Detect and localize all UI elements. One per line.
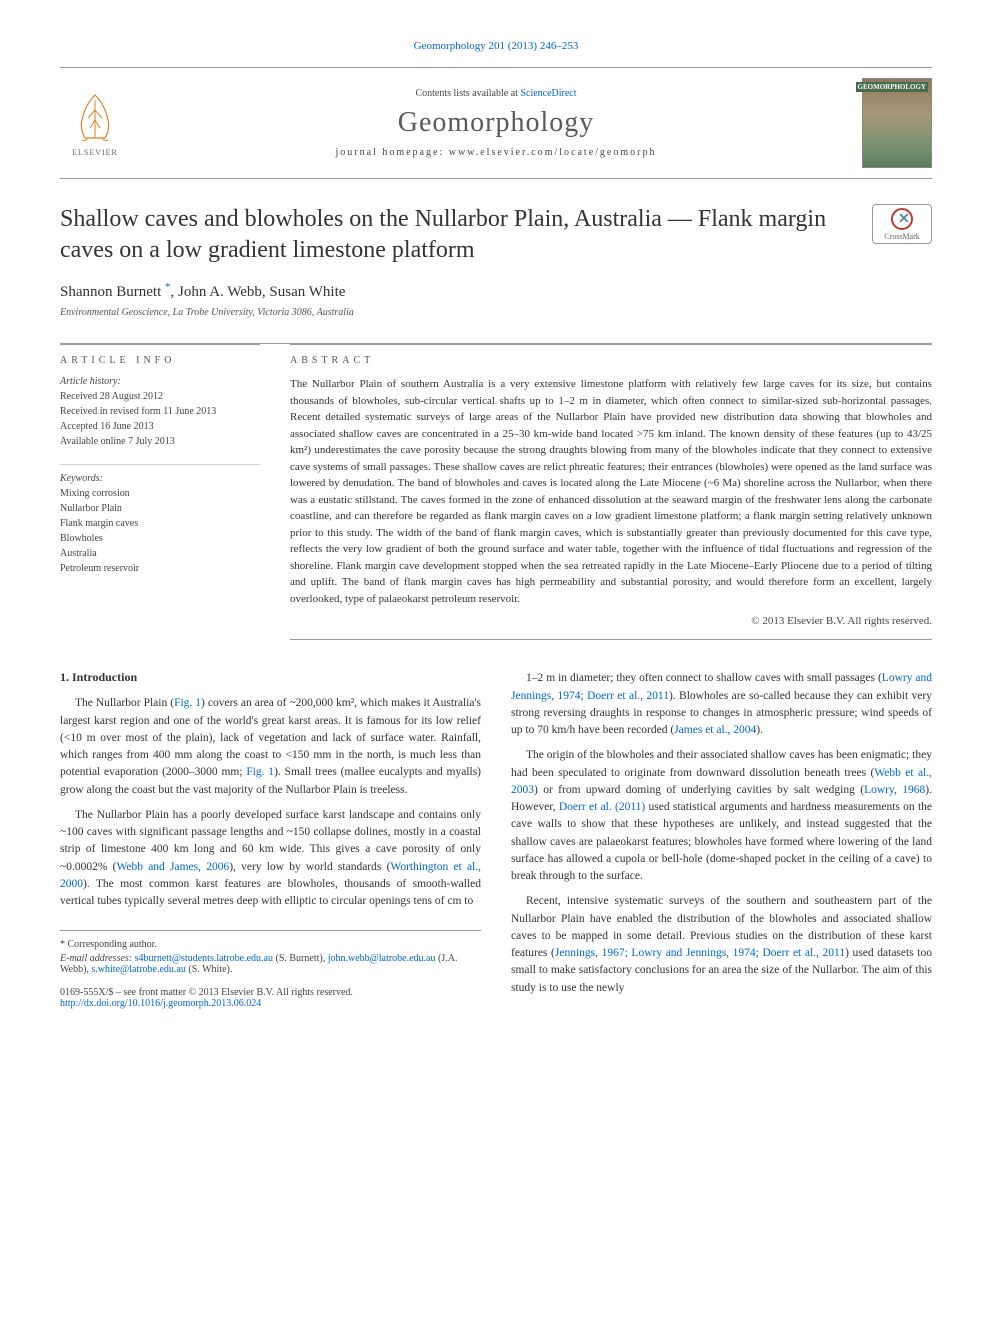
email-link[interactable]: s4burnett@students.latrobe.edu.au bbox=[135, 953, 273, 964]
email-link[interactable]: john.webb@latrobe.edu.au bbox=[328, 953, 436, 964]
keyword-item: Petroleum reservoir bbox=[60, 561, 260, 576]
author-1[interactable]: Shannon Burnett bbox=[60, 284, 165, 300]
footer-block: * Corresponding author. E-mail addresses… bbox=[60, 930, 481, 1009]
history-line: Available online 7 July 2013 bbox=[60, 434, 260, 449]
email-line: E-mail addresses: s4burnett@students.lat… bbox=[60, 953, 481, 975]
doi-link[interactable]: http://dx.doi.org/10.1016/j.geomorph.201… bbox=[60, 998, 261, 1009]
journal-name: Geomorphology bbox=[130, 107, 862, 139]
homepage-label: journal homepage: bbox=[336, 147, 449, 158]
email-link[interactable]: s.white@latrobe.edu.au bbox=[91, 964, 185, 975]
abstract-col: ABSTRACT The Nullarbor Plain of southern… bbox=[290, 344, 932, 640]
contents-line: Contents lists available at ScienceDirec… bbox=[130, 88, 862, 99]
corresponding-author-note: * Corresponding author. bbox=[60, 939, 481, 950]
cover-title: GEOMORPHOLOGY bbox=[856, 82, 928, 92]
homepage-url[interactable]: www.elsevier.com/locate/geomorph bbox=[449, 147, 657, 158]
info-abstract-row: ARTICLE INFO Article history: Received 2… bbox=[60, 343, 932, 640]
body-col-right: 1–2 m in diameter; they often connect to… bbox=[511, 670, 932, 1009]
keyword-item: Blowholes bbox=[60, 531, 260, 546]
body-columns: 1. Introduction The Nullarbor Plain (Fig… bbox=[60, 670, 932, 1009]
journal-homepage: journal homepage: www.elsevier.com/locat… bbox=[130, 147, 862, 158]
issn-line: 0169-555X/$ – see front matter © 2013 El… bbox=[60, 987, 481, 998]
history-label: Article history: bbox=[60, 376, 260, 387]
keyword-item: Australia bbox=[60, 546, 260, 561]
article-info-col: ARTICLE INFO Article history: Received 2… bbox=[60, 344, 260, 640]
crossmark-badge[interactable]: ✕ CrossMark bbox=[872, 204, 932, 244]
history-line: Received 28 August 2012 bbox=[60, 389, 260, 404]
crossmark-icon: ✕ bbox=[891, 208, 913, 230]
body-paragraph: Recent, intensive systematic surveys of … bbox=[511, 893, 932, 997]
authors-line: Shannon Burnett *, John A. Webb, Susan W… bbox=[60, 281, 932, 301]
header-center: Contents lists available at ScienceDirec… bbox=[130, 88, 862, 158]
elsevier-label: ELSEVIER bbox=[72, 148, 118, 157]
section-1-heading: 1. Introduction bbox=[60, 670, 481, 685]
history-line: Accepted 16 June 2013 bbox=[60, 419, 260, 434]
body-col-left: 1. Introduction The Nullarbor Plain (Fig… bbox=[60, 670, 481, 1009]
doi-block: 0169-555X/$ – see front matter © 2013 El… bbox=[60, 987, 481, 1009]
authors-rest[interactable]: , John A. Webb, Susan White bbox=[171, 284, 346, 300]
email-who: (S. Burnett), bbox=[273, 953, 328, 964]
elsevier-tree-icon bbox=[70, 90, 120, 145]
affiliation: Environmental Geoscience, La Trobe Unive… bbox=[60, 307, 932, 318]
article-title: Shallow caves and blowholes on the Nulla… bbox=[60, 204, 852, 266]
elsevier-logo[interactable]: ELSEVIER bbox=[60, 83, 130, 163]
body-paragraph: The origin of the blowholes and their as… bbox=[511, 747, 932, 885]
keyword-item: Mixing corrosion bbox=[60, 486, 260, 501]
article-info-heading: ARTICLE INFO bbox=[60, 355, 260, 366]
email-who: (S. White). bbox=[186, 964, 232, 975]
abstract-text: The Nullarbor Plain of southern Australi… bbox=[290, 376, 932, 607]
keywords-block: Keywords: Mixing corrosionNullarbor Plai… bbox=[60, 464, 260, 576]
keyword-item: Nullarbor Plain bbox=[60, 501, 260, 516]
abstract-heading: ABSTRACT bbox=[290, 355, 932, 366]
body-paragraph: The Nullarbor Plain has a poorly develop… bbox=[60, 807, 481, 911]
journal-header: ELSEVIER Contents lists available at Sci… bbox=[60, 67, 932, 179]
crossmark-label: CrossMark bbox=[884, 232, 920, 241]
keywords-label: Keywords: bbox=[60, 473, 260, 484]
keyword-item: Flank margin caves bbox=[60, 516, 260, 531]
journal-cover-thumbnail[interactable]: GEOMORPHOLOGY bbox=[862, 78, 932, 168]
history-line: Received in revised form 11 June 2013 bbox=[60, 404, 260, 419]
contents-text: Contents lists available at bbox=[415, 88, 520, 99]
body-paragraph: 1–2 m in diameter; they often connect to… bbox=[511, 670, 932, 739]
journal-citation[interactable]: Geomorphology 201 (2013) 246–253 bbox=[60, 40, 932, 52]
sciencedirect-link[interactable]: ScienceDirect bbox=[520, 88, 576, 99]
email-label: E-mail addresses: bbox=[60, 953, 135, 964]
title-row: Shallow caves and blowholes on the Nulla… bbox=[60, 204, 932, 266]
copyright-line: © 2013 Elsevier B.V. All rights reserved… bbox=[290, 615, 932, 640]
body-paragraph: The Nullarbor Plain (Fig. 1) covers an a… bbox=[60, 695, 481, 799]
